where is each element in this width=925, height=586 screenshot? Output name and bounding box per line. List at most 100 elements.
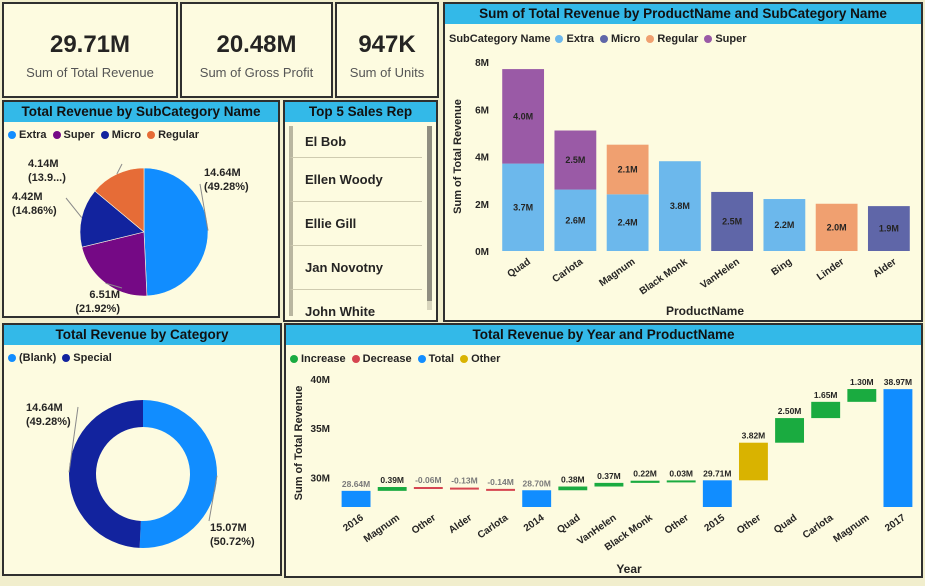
legend-item[interactable]: Extra: [555, 33, 594, 45]
x-tick-label: Magnum: [832, 512, 872, 545]
y-tick-label: 8M: [475, 58, 489, 69]
legend-item[interactable]: Total: [417, 353, 454, 365]
waterfall-bar-increase[interactable]: [630, 480, 660, 483]
bar-segment-micro[interactable]: [711, 191, 754, 251]
legend-item[interactable]: Special: [62, 352, 112, 364]
panel-title: Top 5 Sales Rep: [285, 102, 436, 122]
panel-title: Sum of Total Revenue by ProductName and …: [445, 4, 921, 24]
waterfall-chart-panel[interactable]: Total Revenue by Year and ProductName In…: [284, 323, 923, 578]
legend-item[interactable]: Regular: [147, 129, 199, 141]
data-label: 38.97M: [884, 377, 912, 387]
waterfall-bar-increase[interactable]: [594, 482, 624, 487]
waterfall-bar-increase[interactable]: [811, 401, 841, 419]
bar-segment-micro[interactable]: [867, 206, 910, 251]
bar-segment-extra[interactable]: [554, 189, 597, 251]
data-label-pct: (14.86%): [12, 205, 57, 217]
leader-line: [116, 163, 123, 175]
waterfall-bar-increase[interactable]: [775, 418, 805, 443]
kpi-card-gross-profit[interactable]: 20.48M Sum of Gross Profit: [180, 2, 333, 98]
data-label: 1.65M: [814, 390, 838, 400]
bar-segment-regular[interactable]: [815, 203, 858, 251]
legend-item[interactable]: Increase: [290, 353, 346, 365]
data-label: 4.14M: [28, 158, 59, 170]
waterfall-bar-total[interactable]: [341, 490, 371, 507]
waterfall-bar-total[interactable]: [522, 490, 552, 507]
data-label: 2.50M: [778, 406, 802, 416]
legend-dot: [52, 131, 61, 139]
legend-item[interactable]: Other: [460, 353, 500, 365]
y-tick-label: 6M: [475, 105, 489, 116]
legend-label: Increase: [301, 353, 346, 365]
donut-slice-blank[interactable]: [139, 400, 218, 548]
legend-dot: [646, 35, 655, 43]
x-tick-label: Alder: [871, 256, 898, 280]
y-tick-label: 35M: [311, 424, 330, 435]
stacked-bar-chart: 0M 2M 4M 6M 8M Sum of Total Revenue ProductNam…: [452, 58, 910, 318]
waterfall-bar-increase[interactable]: [847, 389, 877, 402]
legend-dot: [8, 131, 16, 139]
data-label: 3.82M: [742, 431, 766, 441]
list-item[interactable]: John White: [289, 290, 422, 316]
data-label: 4.42M: [12, 191, 43, 203]
data-label: 2.6M: [565, 215, 585, 225]
legend-item[interactable]: Super: [704, 33, 747, 45]
scrollbar[interactable]: [427, 126, 432, 310]
bar-segment-extra[interactable]: [606, 194, 649, 251]
bar-segment-super[interactable]: [554, 130, 597, 190]
legend-dot: [555, 35, 564, 43]
waterfall-bar-increase[interactable]: [558, 486, 588, 491]
stacked-bar-chart-panel[interactable]: Sum of Total Revenue by ProductName and …: [443, 2, 923, 322]
x-tick-label: Linder: [815, 256, 846, 283]
kpi-card-total-revenue[interactable]: 29.71M Sum of Total Revenue: [2, 2, 178, 98]
waterfall-bar-other[interactable]: [738, 442, 768, 481]
legend-item[interactable]: Super: [52, 129, 95, 141]
list-item[interactable]: El Bob: [289, 126, 422, 158]
donut-chart-panel[interactable]: Total Revenue by Category (Blank) Specia…: [2, 323, 282, 576]
legend-item[interactable]: Micro: [100, 129, 142, 141]
pie-slice-regular[interactable]: [94, 167, 145, 233]
waterfall-bar-decrease[interactable]: [449, 487, 479, 490]
waterfall-bar-decrease[interactable]: [486, 488, 516, 491]
bar-segment-extra[interactable]: [763, 199, 806, 251]
x-tick-label: Black Monk: [638, 256, 690, 297]
donut-slice-special[interactable]: [69, 400, 143, 548]
kpi-card-units[interactable]: 947K Sum of Units: [335, 2, 439, 98]
bar-segment-extra[interactable]: [658, 161, 701, 251]
waterfall-bar-total[interactable]: [702, 480, 732, 507]
legend-label: Micro: [111, 129, 142, 141]
x-tick-label: 2015: [702, 512, 727, 534]
leader-line: [105, 282, 123, 289]
bar-segment-extra[interactable]: [502, 163, 545, 251]
kpi-value: 20.48M: [216, 31, 297, 58]
pie-slice-super[interactable]: [81, 231, 148, 297]
data-label: 29.71M: [703, 468, 731, 478]
bar-segment-regular[interactable]: [606, 144, 649, 195]
waterfall-bar-increase[interactable]: [377, 487, 407, 491]
pie-chart-panel[interactable]: Total Revenue by SubCategory Name Extra …: [2, 100, 280, 318]
pie-slice-micro[interactable]: [79, 190, 145, 248]
legend-item[interactable]: Extra: [8, 129, 47, 141]
x-tick-label: Quad: [506, 256, 533, 280]
pie-legend: Extra Super Micro Regular: [8, 129, 205, 141]
legend-item[interactable]: Decrease: [351, 353, 412, 365]
pie-slice-extra[interactable]: [143, 167, 209, 297]
legend-item[interactable]: (Blank): [8, 352, 56, 364]
legend-label: Micro: [611, 33, 641, 45]
waterfall-bar-increase[interactable]: [666, 480, 696, 483]
x-tick-label: Carlota: [476, 512, 511, 541]
list-item[interactable]: Ellen Woody: [289, 158, 422, 202]
waterfall-bar-decrease[interactable]: [413, 487, 443, 490]
panel-title: Total Revenue by Year and ProductName: [286, 325, 921, 345]
top-sales-rep-panel[interactable]: Top 5 Sales Rep El Bob Ellen Woody Ellie…: [283, 100, 438, 322]
x-tick-label: Carlota: [801, 512, 836, 541]
waterfall-bar-total[interactable]: [883, 389, 913, 507]
list-item[interactable]: Ellie Gill: [289, 202, 422, 246]
scrollbar-thumb[interactable]: [427, 126, 432, 301]
x-tick-label: Alder: [447, 512, 474, 536]
x-tick-label: 2017: [883, 512, 908, 534]
legend-item[interactable]: Regular: [646, 33, 698, 45]
list-item[interactable]: Jan Novotny: [289, 246, 422, 290]
legend-label: Decrease: [362, 353, 412, 365]
bar-segment-super[interactable]: [502, 69, 545, 164]
legend-item[interactable]: Micro: [600, 33, 640, 45]
